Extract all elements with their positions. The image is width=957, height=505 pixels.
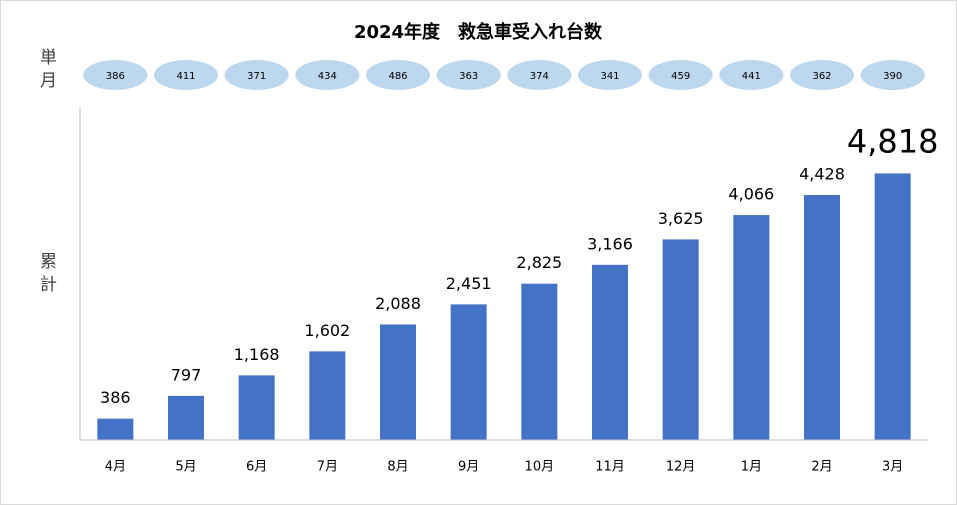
value-label: 797	[171, 365, 202, 384]
monthly-value: 390	[883, 71, 902, 82]
bar	[521, 283, 558, 440]
x-tick-label: 8月	[387, 460, 408, 475]
monthly-bubble	[860, 60, 925, 90]
x-tick-label: 1月	[741, 460, 762, 475]
value-label: 3,166	[587, 234, 633, 253]
bar	[238, 375, 275, 440]
value-label: 1,602	[304, 321, 350, 340]
bar	[662, 239, 699, 440]
x-tick-label: 11月	[595, 460, 625, 475]
bar	[592, 264, 628, 440]
bar	[309, 351, 346, 440]
x-tick-label: 3月	[882, 460, 903, 475]
bar	[168, 395, 204, 440]
monthly-value: 363	[459, 71, 478, 82]
bar	[733, 215, 770, 440]
monthly-row-label: 単月	[36, 48, 57, 94]
bar	[804, 194, 840, 440]
monthly-bubble	[366, 60, 430, 90]
monthly-bubble	[436, 60, 501, 90]
monthly-bubble	[578, 60, 642, 90]
monthly-bubble	[83, 60, 148, 90]
monthly-value: 486	[388, 71, 407, 82]
chart-title: 2024年度 救急車受入れ台数	[354, 21, 603, 43]
monthly-value: 411	[176, 71, 195, 82]
x-tick-label: 10月	[525, 460, 555, 475]
monthly-value: 341	[600, 71, 619, 82]
monthly-value: 441	[742, 71, 761, 82]
value-label: 4,428	[799, 164, 845, 183]
value-label: 386	[100, 388, 131, 407]
bar	[380, 324, 416, 440]
bar	[97, 418, 134, 440]
x-tick-label: 4月	[105, 460, 126, 475]
value-label: 2,825	[516, 253, 562, 272]
cumulative-row-label: 累計	[36, 252, 57, 298]
monthly-value: 386	[106, 71, 125, 82]
bar	[874, 173, 911, 441]
monthly-value: 459	[671, 71, 690, 82]
monthly-bubble	[224, 60, 289, 90]
monthly-bubble	[295, 60, 360, 90]
x-tick-label: 7月	[317, 460, 338, 475]
value-label: 4,818	[847, 122, 939, 160]
monthly-bubble	[154, 60, 218, 90]
monthly-bubble	[648, 60, 713, 90]
monthly-value: 434	[318, 71, 337, 82]
monthly-value: 371	[247, 71, 266, 82]
monthly-bubble	[790, 60, 854, 90]
value-label: 1,168	[234, 345, 280, 364]
monthly-bubble	[507, 60, 572, 90]
x-tick-label: 5月	[175, 460, 196, 475]
value-label: 4,066	[728, 185, 774, 204]
monthly-bubble	[719, 60, 784, 90]
x-tick-label: 2月	[811, 460, 832, 475]
monthly-value: 374	[530, 71, 549, 82]
x-tick-label: 9月	[458, 460, 479, 475]
x-tick-label: 6月	[246, 460, 267, 475]
value-label: 2,088	[375, 294, 421, 313]
value-label: 3,625	[658, 209, 704, 228]
bar	[450, 304, 487, 440]
monthly-value: 362	[812, 71, 831, 82]
x-tick-label: 12月	[666, 460, 696, 475]
value-label: 2,451	[446, 274, 492, 293]
